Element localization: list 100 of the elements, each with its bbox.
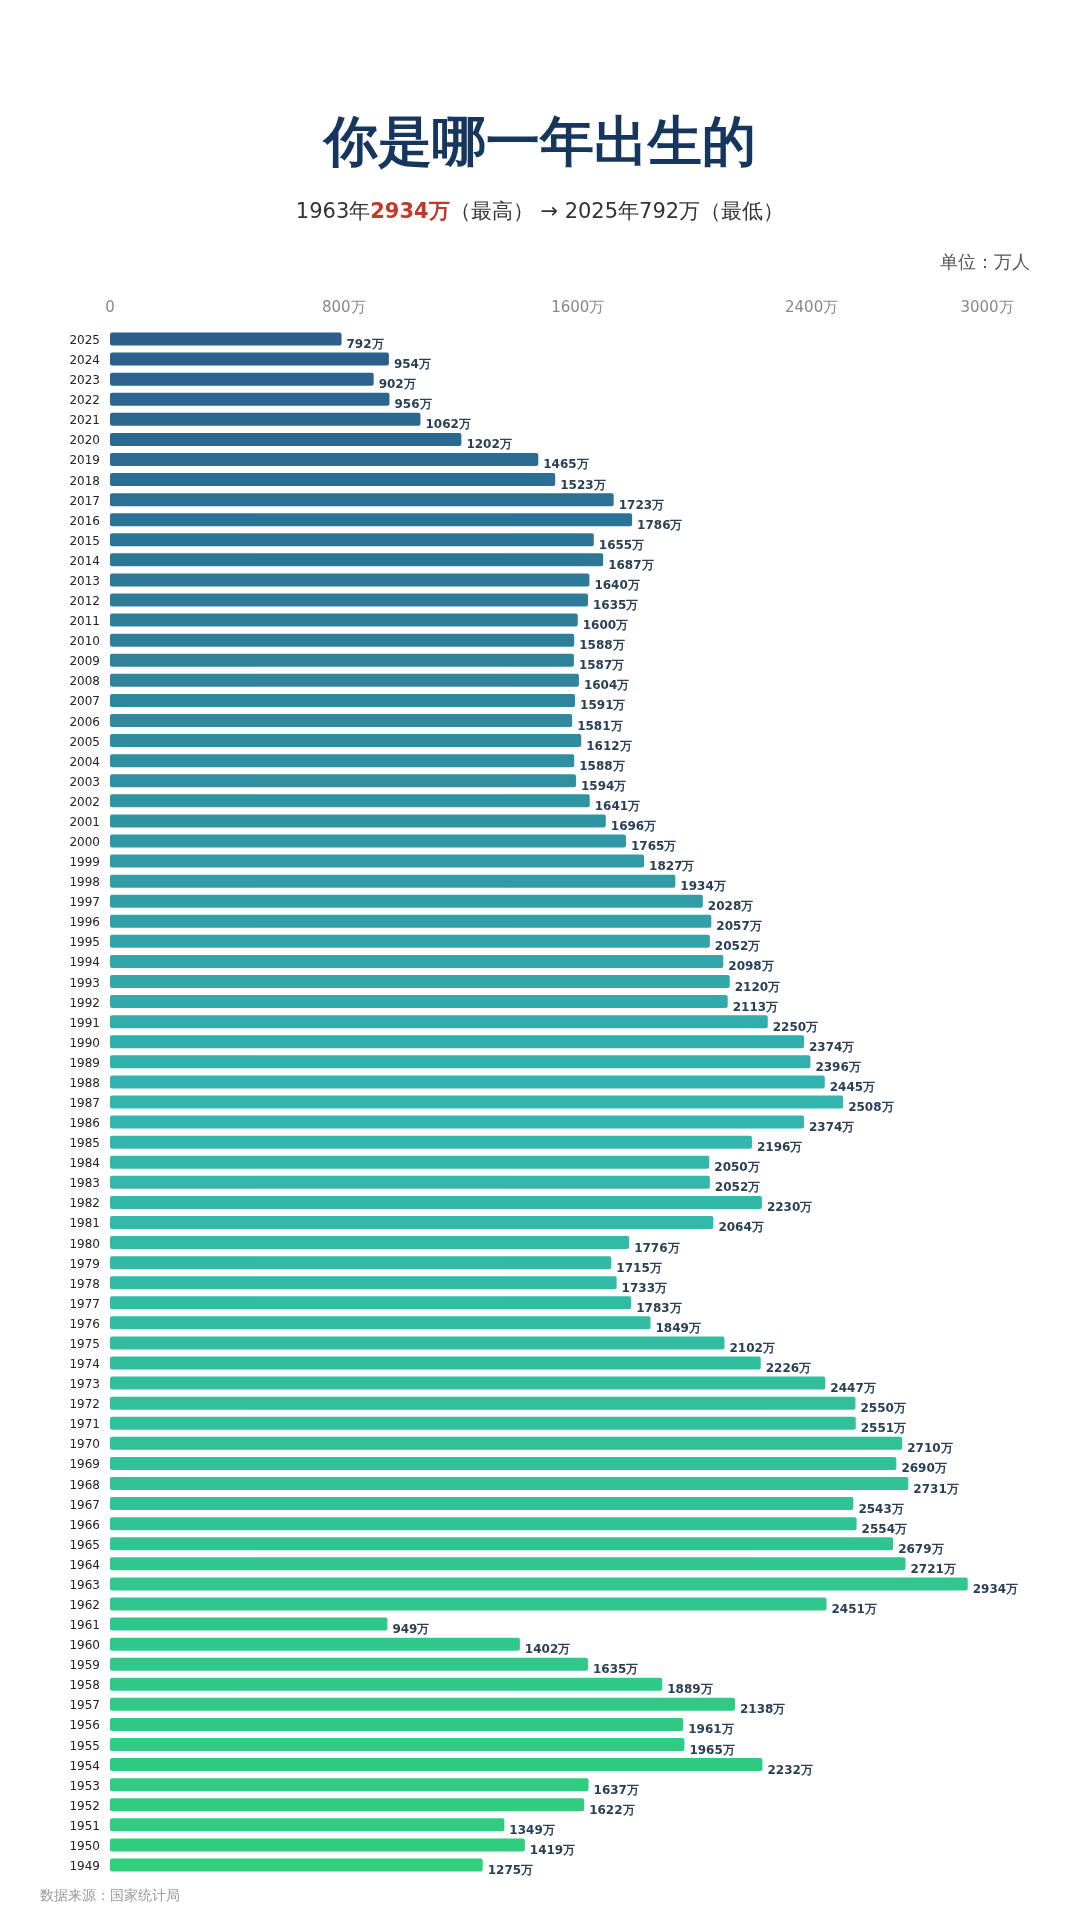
y-tick-label: 1994 <box>69 955 100 970</box>
data-label: 2396万 <box>815 1059 861 1074</box>
data-label: 1591万 <box>580 698 626 713</box>
data-label: 2230万 <box>766 1200 813 1215</box>
data-label: 902万 <box>378 377 416 392</box>
y-tick-label: 1964 <box>69 1557 100 1572</box>
y-tick-label: 2017 <box>69 493 100 508</box>
data-label: 1402万 <box>524 1642 571 1657</box>
data-label: 1523万 <box>560 477 606 492</box>
bar <box>110 1537 894 1551</box>
chart-title: 你是哪一年出生的 <box>322 110 756 173</box>
data-label: 1062万 <box>425 417 471 432</box>
data-label: 1600万 <box>582 618 629 633</box>
source-note: 数据来源：国家统计局 <box>40 1887 180 1903</box>
bar <box>110 1416 856 1430</box>
y-tick-label: 1980 <box>69 1236 100 1251</box>
bar <box>110 1336 725 1350</box>
bar <box>110 1135 752 1149</box>
bar <box>110 1055 811 1069</box>
y-tick-label: 1986 <box>69 1116 100 1131</box>
y-tick-label: 1979 <box>69 1256 100 1271</box>
y-tick-label: 2002 <box>69 794 100 809</box>
y-tick-label: 1987 <box>69 1096 100 1110</box>
y-tick-label: 2010 <box>69 634 100 649</box>
bar <box>110 774 576 788</box>
y-tick-label: 1978 <box>69 1276 100 1291</box>
bar <box>110 995 728 1009</box>
data-label: 1594万 <box>580 778 627 793</box>
bar <box>110 714 573 727</box>
bar <box>110 1115 804 1129</box>
bar <box>110 1798 585 1812</box>
bar <box>110 1818 505 1832</box>
data-label: 2934万 <box>972 1581 1019 1596</box>
data-label: 2721万 <box>910 1561 956 1576</box>
bar <box>110 593 588 607</box>
bar <box>110 1758 763 1772</box>
bar <box>110 1316 651 1330</box>
y-tick-label: 2025 <box>69 333 100 347</box>
y-tick-label: 2014 <box>69 553 100 568</box>
data-label: 2679万 <box>898 1541 944 1556</box>
bar <box>110 452 539 466</box>
y-tick-label: 1993 <box>69 975 100 990</box>
y-tick-label: 1977 <box>69 1296 100 1311</box>
data-label: 1587万 <box>578 658 625 673</box>
y-tick-label: 2021 <box>69 413 100 428</box>
bar <box>110 1697 736 1711</box>
data-label: 2447万 <box>830 1381 876 1396</box>
bar <box>110 975 730 989</box>
bar <box>110 1677 663 1691</box>
bar <box>110 894 703 908</box>
data-label: 1827万 <box>649 859 695 874</box>
bar <box>110 1717 684 1731</box>
bar <box>110 633 575 647</box>
bar <box>110 1236 630 1250</box>
bar <box>110 1858 483 1872</box>
data-label: 949万 <box>392 1622 430 1637</box>
data-label: 2550万 <box>860 1401 906 1416</box>
y-tick-label: 1954 <box>69 1758 100 1773</box>
data-label: 2543万 <box>858 1501 904 1516</box>
bar <box>110 352 389 366</box>
data-label: 1465万 <box>543 457 589 472</box>
data-label: 1275万 <box>487 1863 534 1877</box>
y-tick-label: 1973 <box>69 1377 100 1392</box>
data-label: 2374万 <box>809 1120 855 1135</box>
y-tick-label: 2003 <box>69 774 100 789</box>
y-tick-label: 1959 <box>69 1658 100 1673</box>
y-tick-label: 2013 <box>69 573 100 588</box>
bar <box>110 1637 520 1651</box>
y-tick-label: 1989 <box>69 1055 100 1070</box>
bar <box>110 1376 826 1390</box>
data-label: 2710万 <box>907 1441 953 1456</box>
y-tick-label: 1988 <box>69 1075 100 1090</box>
data-label: 1786万 <box>637 517 683 532</box>
bar <box>110 693 576 707</box>
bar <box>110 513 633 527</box>
y-tick-label: 1982 <box>69 1196 100 1211</box>
bar <box>110 372 374 386</box>
y-tick-label: 2008 <box>69 674 100 689</box>
y-tick-label: 1967 <box>69 1497 100 1512</box>
bar <box>110 874 676 888</box>
y-tick-label: 2005 <box>69 734 100 749</box>
y-tick-label: 1956 <box>69 1718 100 1733</box>
data-label: 2113万 <box>732 999 779 1014</box>
bar <box>110 914 712 928</box>
data-label: 1419万 <box>529 1842 576 1857</box>
data-label: 2226万 <box>765 1361 812 1376</box>
bar <box>110 473 556 487</box>
y-tick-label: 1971 <box>69 1417 100 1432</box>
data-label: 1635万 <box>592 598 639 613</box>
bar <box>110 934 710 948</box>
bar <box>110 653 574 667</box>
data-label: 1202万 <box>466 437 512 452</box>
data-label: 2138万 <box>740 1702 786 1717</box>
data-label: 1961万 <box>688 1722 734 1737</box>
data-label: 1934万 <box>680 879 726 894</box>
y-tick-label: 1950 <box>69 1838 100 1853</box>
data-label: 1687万 <box>608 557 654 572</box>
x-tick-label: 2400万 <box>785 298 839 316</box>
data-label: 1588万 <box>579 638 625 653</box>
data-label: 1641万 <box>594 798 641 813</box>
